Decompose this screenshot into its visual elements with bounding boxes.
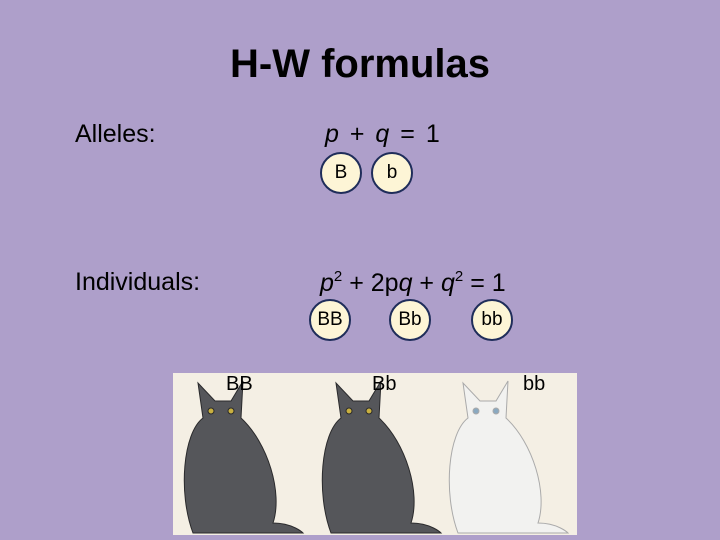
formula-part: p: [320, 269, 334, 297]
cat: [448, 380, 570, 534]
formula-part: + 2p: [349, 269, 399, 297]
formula-part: 1: [425, 120, 440, 148]
individual-symbol: Bb: [389, 299, 431, 341]
formula-part: p: [325, 120, 339, 148]
individuals-label: Individuals:: [75, 268, 201, 296]
formula-part: q: [440, 269, 455, 297]
formula-part: 2: [454, 268, 464, 285]
cat-label: Bb: [372, 373, 397, 395]
alleles-label: Alleles:: [75, 120, 156, 148]
cat-label: bb: [523, 373, 546, 395]
formula-part: +: [349, 120, 365, 148]
formula-part: 2: [333, 268, 343, 285]
formula-part: +: [419, 269, 435, 297]
cat-label: BB: [226, 373, 253, 395]
cat: [321, 380, 443, 534]
cats-image: [173, 373, 577, 535]
formula-part: q: [398, 269, 413, 297]
cat: [183, 380, 305, 534]
alleles-formula: p + q = 1: [325, 120, 440, 149]
formula-part: = 1: [470, 269, 506, 297]
individuals-formula: p2 + 2pq + q2 = 1: [320, 268, 506, 298]
formula-part: q: [375, 120, 390, 148]
individual-symbol: BB: [309, 299, 351, 341]
formula-part: =: [400, 120, 415, 148]
allele-symbol: b: [371, 152, 413, 194]
individual-symbol: bb: [471, 299, 513, 341]
allele-symbol: B: [320, 152, 362, 194]
title: H-W formulas: [230, 42, 490, 86]
